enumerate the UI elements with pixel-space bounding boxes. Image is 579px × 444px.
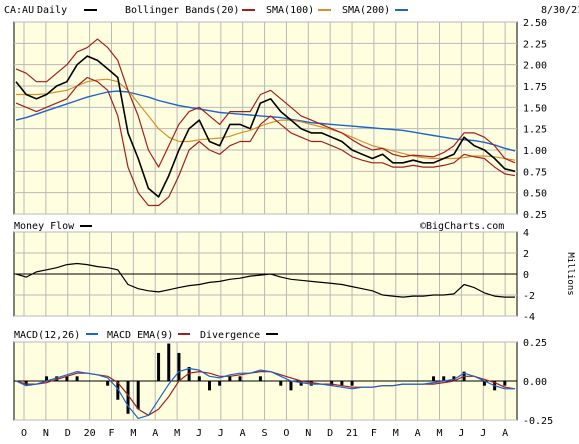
price-line (15, 55, 516, 198)
price-legend: CA:AU Daily Bollinger Bands(20) SMA(100)… (4, 5, 579, 16)
y-tick-label: 0.00 (523, 377, 547, 388)
x-tick-label: M (393, 428, 399, 439)
y-tick-label: 4 (523, 228, 529, 239)
y-tick-label: 2.50 (523, 18, 547, 29)
x-tick-label: F (371, 428, 377, 439)
bollinger-legend-label: Bollinger Bands(20) (125, 5, 239, 16)
x-tick-label: N (43, 428, 49, 439)
money-flow-title: Money Flow (14, 221, 75, 232)
y-tick-label: 2.25 (523, 39, 547, 50)
x-tick-label: N (305, 428, 311, 439)
x-tick-label: D (327, 428, 333, 439)
sma100-line (16, 78, 516, 161)
y-tick-label: 2 (523, 249, 529, 260)
y-tick-label: 0.25 (523, 338, 547, 349)
chart-date: 8/30/21 (541, 5, 579, 16)
macd-legend-label: MACD(12,26) (14, 330, 80, 341)
x-tick-label: M (130, 428, 136, 439)
sma100-legend-label: SMA(100) (266, 5, 314, 16)
money-flow-line (15, 262, 515, 298)
macd-ema-legend-label: MACD EMA(9) (107, 330, 173, 341)
y-tick-label: -0.25 (523, 416, 553, 427)
y-tick-label: 2.00 (523, 61, 547, 72)
y-tick-label: 0 (523, 270, 529, 281)
x-axis-labels: O N D 20 F M A M J J A S O N D 21 F M A M J J A (21, 428, 508, 439)
y-tick-label: 1.25 (523, 125, 547, 136)
y-axis-labels: 2.50 2.25 2.00 1.75 1.50 1.25 1.00 0.75 0.50 0.25… (523, 18, 553, 427)
divergence-legend-label: Divergence (200, 330, 260, 341)
x-tick-label: J (480, 428, 486, 439)
x-tick-label: J (196, 428, 202, 439)
symbol-label: CA:AU (4, 5, 34, 16)
y-tick-label: 0.50 (523, 189, 547, 200)
sma200-line (15, 90, 516, 152)
y-tick-label: -4 (523, 312, 535, 323)
y-tick-label: 1.50 (523, 103, 547, 114)
price-panel (13, 21, 518, 215)
x-tick-label: O (283, 428, 289, 439)
x-tick-label: F (108, 428, 114, 439)
x-tick-label: S (262, 428, 268, 439)
sma200-legend-label: SMA(200) (342, 5, 390, 16)
y-tick-label: -2 (523, 291, 535, 302)
y-tick-label: 0.75 (523, 167, 547, 178)
x-tick-label: M (437, 428, 443, 439)
y-tick-label: 0.25 (523, 210, 547, 221)
y-tick-label: 1.75 (523, 82, 547, 93)
money-flow-ylabel: Millions (565, 252, 575, 295)
series-lines (15, 38, 516, 419)
x-tick-label: J (218, 428, 224, 439)
x-tick-label: A (502, 428, 508, 439)
x-tick-label: J (458, 428, 464, 439)
bollinger-upper-line (15, 38, 516, 168)
x-tick-label: 21 (346, 428, 358, 439)
x-tick-label: A (415, 428, 421, 439)
x-tick-label: M (174, 428, 180, 439)
x-tick-label: O (21, 428, 27, 439)
x-tick-label: 20 (84, 428, 96, 439)
bollinger-lower-line (15, 76, 516, 207)
macd-line (15, 367, 515, 419)
watermark: ©BigCharts.com (420, 221, 504, 232)
x-tick-label: A (152, 428, 158, 439)
x-tick-label: A (240, 428, 246, 439)
x-tick-label: D (65, 428, 71, 439)
period-label: Daily (37, 5, 67, 16)
y-tick-label: 1.00 (523, 146, 547, 157)
